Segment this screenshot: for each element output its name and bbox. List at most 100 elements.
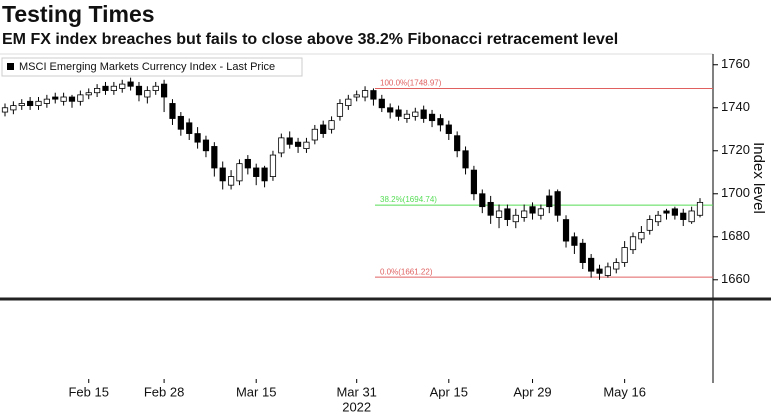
candle-body (219, 167, 226, 182)
candle-body (462, 150, 469, 169)
candle-body (596, 268, 603, 274)
x-tick-label: Feb 15 (68, 384, 108, 399)
x-tick-label: May 16 (603, 384, 646, 399)
y-tick-label: 1740 (721, 99, 750, 114)
candle-body (27, 100, 34, 107)
candle-body (186, 122, 193, 134)
candle-body (504, 208, 511, 220)
candle-body (621, 247, 628, 263)
fib-label: 100.0%(1748.97) (380, 79, 442, 88)
candle-body (127, 81, 134, 87)
candle-body (244, 158, 251, 169)
candle-body (420, 109, 427, 119)
y-tick-label: 1760 (721, 56, 750, 71)
candle-body (110, 85, 117, 91)
x-tick-label: Apr 29 (513, 384, 551, 399)
x-tick-label: Apr 15 (430, 384, 468, 399)
candle-body (546, 195, 553, 208)
candle-body (345, 98, 352, 107)
candle-body (671, 208, 678, 216)
candle-body (227, 176, 235, 186)
legend-label: MSCI Emerging Markets Currency Index - L… (19, 61, 275, 73)
candle-body (311, 128, 318, 141)
candle-body (412, 111, 419, 117)
chart-subtitle: EM FX index breaches but fails to close … (2, 31, 618, 48)
candle-body (328, 120, 335, 130)
candle-body (512, 214, 519, 223)
candle-body (10, 105, 17, 111)
candle-body (629, 236, 637, 251)
candle-body (470, 169, 478, 195)
candle-body (261, 167, 268, 182)
candle-body (454, 135, 461, 152)
candle-body (521, 210, 528, 218)
candle-body (579, 242, 586, 263)
candle-body (43, 98, 50, 104)
candle-body (353, 94, 360, 98)
candle-body (236, 163, 243, 182)
chart-title: Testing Times (2, 1, 155, 27)
candle-body (144, 90, 151, 98)
candle-body (588, 257, 595, 272)
candle-body (696, 201, 704, 216)
legend-swatch (7, 63, 14, 70)
candle-body (194, 133, 201, 143)
candle-body (655, 214, 662, 223)
candle-body (303, 141, 310, 150)
candle-body (437, 118, 444, 126)
candle-body (68, 96, 76, 102)
candle-body (403, 113, 411, 119)
candle-body (562, 219, 570, 242)
candle-body (688, 210, 695, 223)
candle-body (395, 109, 402, 117)
y-tick-label: 1720 (721, 142, 750, 157)
year-label: 2022 (342, 399, 371, 414)
x-tick-label: Mar 31 (336, 384, 376, 399)
candle-body (336, 103, 344, 117)
candle-body (18, 103, 25, 107)
candle-body (1, 107, 9, 113)
candle-body (663, 210, 670, 214)
y-tick-label: 1700 (721, 185, 750, 200)
candle-body (646, 219, 653, 231)
y-axis-label: Index level (750, 142, 767, 214)
candle-body (169, 103, 176, 119)
candle-body (487, 201, 494, 216)
candle-body (537, 208, 545, 216)
candle-body (177, 115, 184, 130)
candle-body (52, 96, 59, 100)
candle-body (160, 83, 168, 98)
candle-body (294, 141, 302, 147)
candle-body (495, 210, 503, 218)
candle-body (638, 232, 645, 240)
candle-body (613, 262, 620, 270)
candle-body (60, 96, 67, 102)
candle-body (269, 154, 277, 177)
candle-body (211, 146, 218, 169)
candle-body (286, 137, 293, 145)
candle-body (680, 212, 687, 220)
candle-body (85, 92, 92, 96)
candle-body (35, 100, 42, 107)
legend-box (1, 57, 303, 77)
candle-body (278, 137, 285, 154)
candle-body (119, 83, 126, 89)
candle-body (152, 85, 159, 91)
x-tick-label: Feb 28 (144, 384, 184, 399)
candle-body (529, 206, 536, 214)
y-tick-label: 1660 (721, 271, 750, 286)
candle-body (320, 124, 327, 134)
y-tick-label: 1680 (721, 228, 750, 243)
candle-body (361, 90, 369, 98)
candle-body (102, 85, 109, 91)
candle-body (253, 167, 260, 177)
x-tick-label: Mar 15 (236, 384, 276, 399)
candle-body (77, 94, 84, 102)
candle-body (387, 107, 394, 113)
candle-body (604, 266, 611, 276)
candle-body (479, 193, 486, 208)
candle-body (135, 85, 143, 96)
candle-body (94, 88, 101, 94)
candle-body (571, 236, 578, 246)
